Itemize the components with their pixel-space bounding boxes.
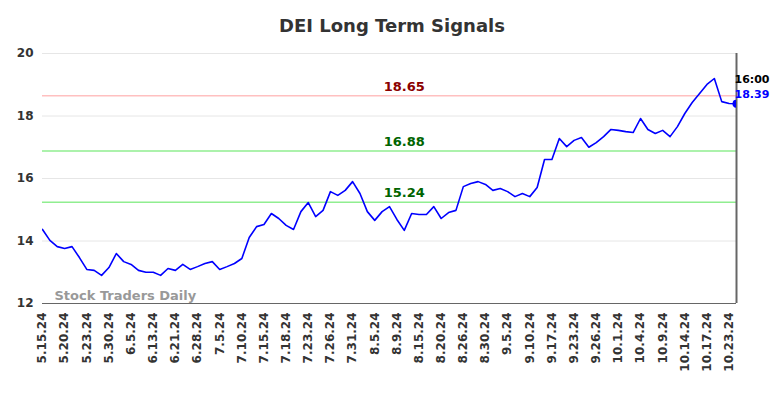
svg-text:7.18.24: 7.18.24 (279, 313, 293, 364)
svg-text:10.1.24: 10.1.24 (611, 313, 625, 364)
svg-text:8.5.24: 8.5.24 (368, 313, 382, 356)
svg-text:10.23.24: 10.23.24 (722, 313, 736, 372)
svg-text:9.23.24: 9.23.24 (567, 313, 581, 364)
svg-text:7.5.24: 7.5.24 (213, 313, 227, 356)
svg-text:6.21.24: 6.21.24 (168, 313, 182, 364)
svg-text:10.4.24: 10.4.24 (633, 313, 647, 364)
svg-text:9.10.24: 9.10.24 (523, 313, 537, 364)
svg-text:10.17.24: 10.17.24 (700, 313, 714, 372)
svg-text:14: 14 (17, 234, 34, 248)
svg-text:8.30.24: 8.30.24 (478, 313, 492, 364)
svg-text:9.17.24: 9.17.24 (545, 313, 559, 364)
svg-text:10.14.24: 10.14.24 (678, 313, 692, 372)
svg-text:6.28.24: 6.28.24 (190, 313, 204, 364)
svg-text:16: 16 (17, 171, 34, 185)
svg-text:8.15.24: 8.15.24 (412, 313, 426, 364)
svg-text:15.24: 15.24 (384, 185, 425, 200)
svg-text:5.15.24: 5.15.24 (35, 313, 49, 364)
svg-text:6.5.24: 6.5.24 (124, 313, 138, 356)
svg-text:9.5.24: 9.5.24 (500, 313, 514, 356)
svg-text:20: 20 (17, 46, 34, 60)
svg-text:7.15.24: 7.15.24 (257, 313, 271, 364)
svg-text:8.9.24: 8.9.24 (390, 313, 404, 356)
svg-text:8.20.24: 8.20.24 (434, 313, 448, 364)
svg-text:Stock Traders Daily: Stock Traders Daily (55, 288, 197, 303)
svg-text:7.26.24: 7.26.24 (323, 313, 337, 364)
svg-text:6.13.24: 6.13.24 (146, 313, 160, 364)
svg-text:18.65: 18.65 (384, 79, 425, 94)
html-text:DEI Long Term Signals: DEI Long Term Signals (279, 15, 505, 36)
svg-text:7.10.24: 7.10.24 (235, 313, 249, 364)
svg-text:16.88: 16.88 (384, 134, 425, 149)
svg-text:5.23.24: 5.23.24 (80, 313, 94, 364)
svg-text:18: 18 (17, 109, 34, 123)
svg-text:5.20.24: 5.20.24 (57, 313, 71, 364)
svg-text:7.31.24: 7.31.24 (345, 313, 359, 364)
svg-text:18.39: 18.39 (735, 88, 770, 101)
svg-text:8.26.24: 8.26.24 (456, 313, 470, 364)
svg-text:16:00: 16:00 (735, 73, 770, 86)
svg-text:9.26.24: 9.26.24 (589, 313, 603, 364)
svg-text:12: 12 (17, 296, 34, 310)
svg-text:7.23.24: 7.23.24 (301, 313, 315, 364)
svg-text:10.9.24: 10.9.24 (656, 313, 670, 364)
svg-text:5.30.24: 5.30.24 (102, 313, 116, 364)
